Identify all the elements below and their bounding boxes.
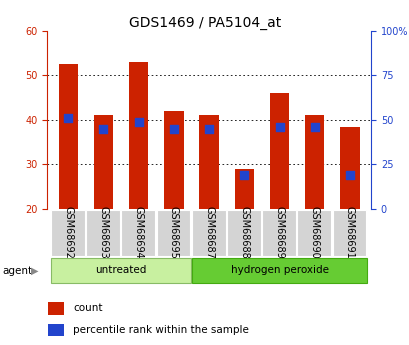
Bar	[332, 210, 366, 256]
Text: ▶: ▶	[31, 266, 38, 276]
Text: GSM68694: GSM68694	[133, 207, 143, 259]
Point	[240, 172, 247, 178]
Point	[205, 126, 212, 131]
Text: percentile rank within the sample: percentile rank within the sample	[73, 325, 248, 335]
Bar	[297, 210, 330, 256]
Bar	[269, 93, 288, 209]
Text: GSM68690: GSM68690	[309, 207, 319, 259]
Point	[276, 124, 282, 130]
Text: agent: agent	[2, 266, 32, 276]
Text: GSM68695: GSM68695	[169, 206, 178, 259]
Bar	[227, 210, 260, 256]
Bar	[86, 210, 120, 256]
Bar	[339, 127, 359, 209]
Bar	[191, 210, 225, 256]
Bar	[94, 116, 113, 209]
Bar	[58, 65, 78, 209]
Text: count: count	[73, 303, 102, 313]
Text: GSM68688: GSM68688	[239, 207, 249, 259]
Text: GSM68689: GSM68689	[274, 207, 284, 259]
Bar	[47, 302, 64, 315]
Bar	[156, 210, 190, 256]
Text: hydrogen peroxide: hydrogen peroxide	[230, 265, 328, 275]
Bar	[51, 258, 191, 283]
Bar	[262, 210, 295, 256]
Text: untreated: untreated	[95, 265, 146, 275]
Text: GDS1469 / PA5104_at: GDS1469 / PA5104_at	[128, 16, 281, 30]
Bar	[129, 62, 148, 209]
Bar	[164, 111, 183, 209]
Bar	[121, 210, 155, 256]
Text: GSM68693: GSM68693	[98, 207, 108, 259]
Text: GSM68687: GSM68687	[204, 206, 213, 259]
Bar	[234, 169, 253, 209]
Text: GSM68691: GSM68691	[344, 207, 354, 259]
Point	[135, 119, 142, 125]
Bar	[199, 116, 218, 209]
Bar	[47, 324, 64, 336]
Point	[170, 126, 177, 131]
Point	[100, 126, 106, 131]
Bar	[304, 116, 324, 209]
Text: GSM68692: GSM68692	[63, 206, 73, 259]
Point	[65, 115, 72, 121]
Bar	[51, 210, 85, 256]
Point	[311, 124, 317, 130]
Point	[346, 172, 352, 178]
Bar	[191, 258, 366, 283]
